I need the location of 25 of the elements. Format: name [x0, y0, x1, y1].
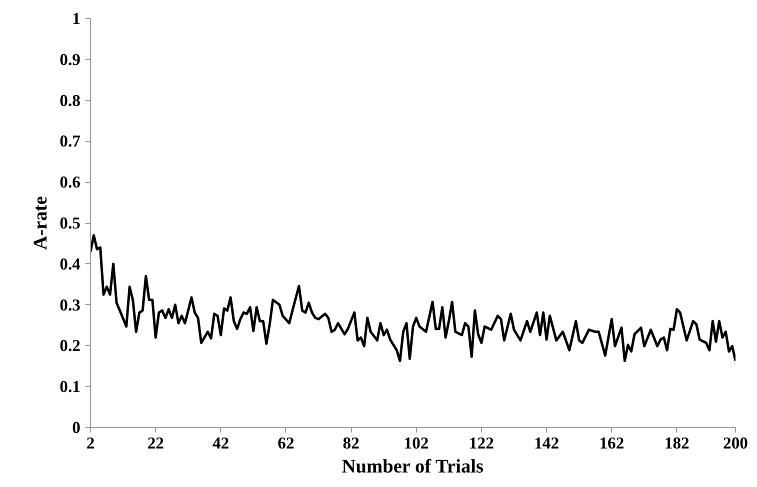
y-axis-title: A-rate: [30, 196, 52, 250]
y-tick-label: 0: [72, 418, 80, 437]
y-tick-label: 0.5: [60, 214, 81, 232]
y-tick-label: 1: [72, 9, 80, 28]
x-axis-title: Number of Trials: [342, 456, 484, 478]
y-tick-label: 0.9: [60, 50, 81, 69]
x-tick-label: 82: [342, 434, 360, 452]
y-tick-label: 0.4: [60, 254, 82, 274]
x-tick-label: 182: [664, 434, 690, 452]
y-tick-label: 0.6: [60, 172, 81, 192]
y-tick-label: 0.2: [60, 336, 81, 356]
x-tick-label: 142: [534, 434, 560, 452]
x-tick-label: 42: [212, 434, 230, 452]
x-tick-label: 2: [86, 434, 95, 452]
x-tick-label: 200: [723, 434, 748, 452]
y-tick-label: 0.7: [60, 132, 81, 151]
x-tick-label: 162: [599, 434, 624, 452]
line-series: [90, 234, 736, 362]
y-tick-label: 0.8: [60, 90, 81, 110]
x-tick-label: 62: [278, 434, 294, 452]
x-tick-label: 122: [468, 434, 494, 452]
x-tick-label: 102: [404, 434, 429, 452]
y-tick-label: 0.3: [60, 295, 81, 314]
x-tick-label: 22: [147, 434, 164, 452]
y-tick-label: 0.1: [60, 377, 81, 396]
